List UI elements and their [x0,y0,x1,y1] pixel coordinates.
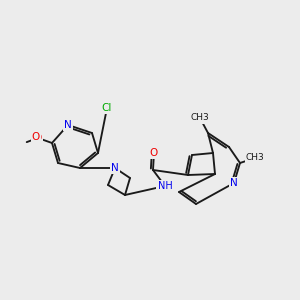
Text: O: O [34,133,42,143]
Text: O: O [32,132,40,142]
Text: O: O [150,148,158,158]
Text: Cl: Cl [102,103,112,113]
Text: CH3: CH3 [190,113,209,122]
Text: NH: NH [158,181,172,191]
Text: N: N [64,120,72,130]
Text: N: N [230,178,238,188]
Text: N: N [111,163,119,173]
Text: CH3: CH3 [246,154,264,163]
